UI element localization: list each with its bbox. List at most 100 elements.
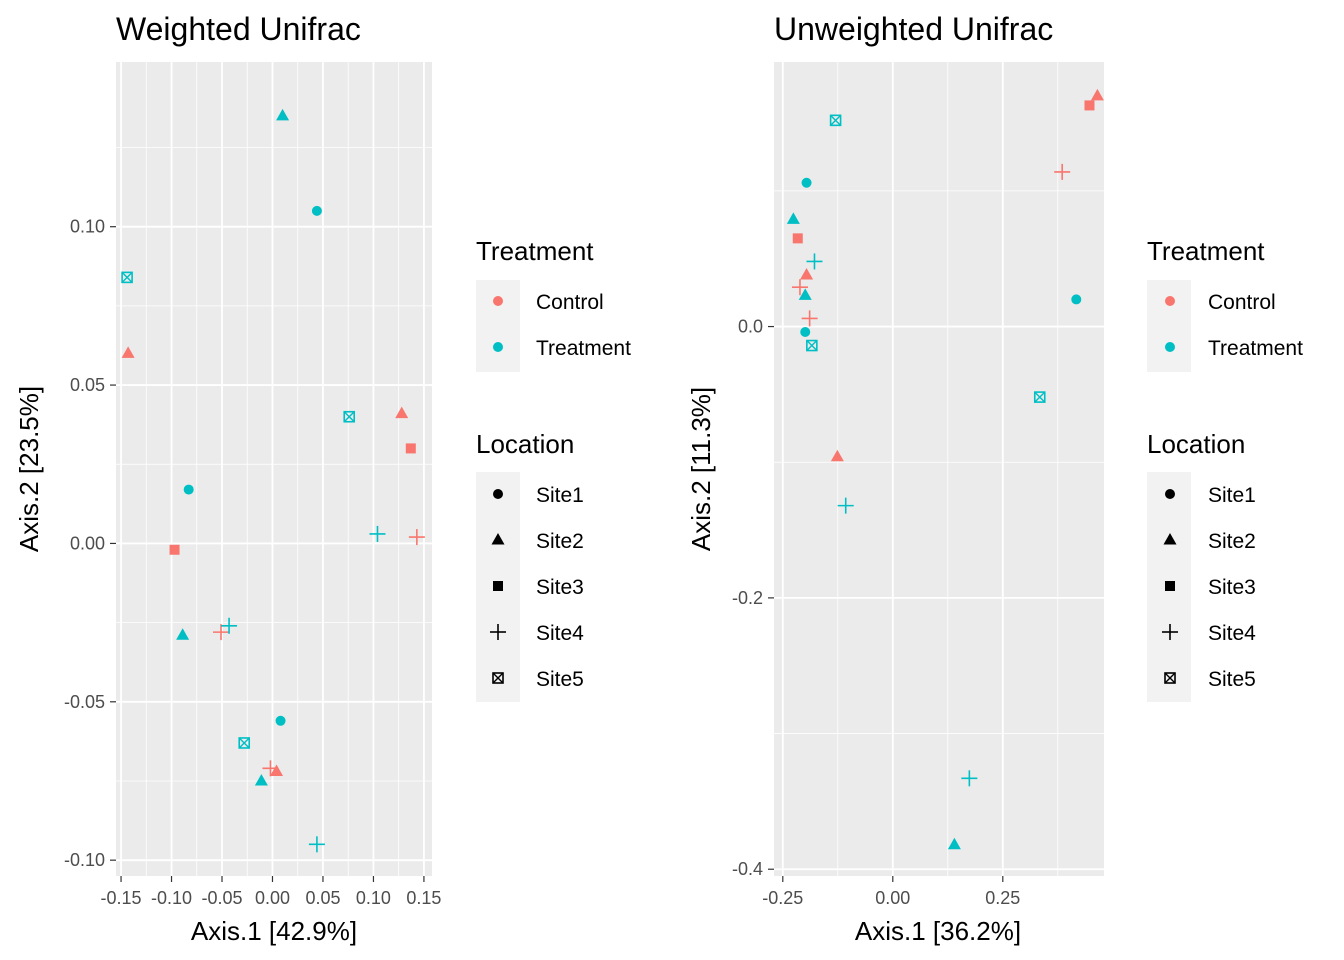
legend-label: Treatment xyxy=(1208,337,1303,360)
data-point xyxy=(238,737,251,749)
unweighted-unifrac-chart: Unweighted Unifrac -0.25 0.00 0.25-0.4-0.2… xyxy=(686,11,1303,946)
legend-title: Treatment xyxy=(1147,236,1265,266)
legend-key-site4 xyxy=(490,624,506,640)
legend-key-site1 xyxy=(1165,489,1175,499)
data-point xyxy=(270,764,284,776)
legend-key-site4 xyxy=(1162,624,1178,640)
data-point xyxy=(212,624,229,641)
data-point xyxy=(800,267,814,280)
data-point xyxy=(343,410,356,423)
legend-shapes xyxy=(490,489,506,684)
data-point xyxy=(830,449,844,462)
data-point xyxy=(792,233,803,244)
legend-label: Site3 xyxy=(536,576,584,599)
location-legend: Location Site1 Site2 Site3 Site4 Site5 xyxy=(476,429,584,702)
plot-panel xyxy=(116,62,432,876)
data-point xyxy=(121,271,133,284)
data-point xyxy=(806,253,823,270)
data-point xyxy=(1071,294,1082,305)
data-point xyxy=(1054,163,1071,180)
data-points xyxy=(786,88,1104,850)
y-tick-label: 0.0 xyxy=(738,317,763,337)
y-tick-label: 0.10 xyxy=(70,217,105,237)
data-point xyxy=(1084,100,1095,111)
grid-lines xyxy=(116,62,432,876)
data-point xyxy=(408,529,425,546)
data-point xyxy=(798,288,812,300)
data-point xyxy=(800,326,811,337)
y-tick-label: -0.4 xyxy=(732,859,763,879)
legend-key-bg xyxy=(476,280,520,372)
legend-label: Site5 xyxy=(536,668,584,691)
y-axis-label: Axis.2 [23.5%] xyxy=(14,386,44,552)
data-point xyxy=(801,177,812,188)
chart-title: Weighted Unifrac xyxy=(116,11,361,47)
x-tick-label: -0.25 xyxy=(762,888,803,908)
legend-label: Site1 xyxy=(536,484,584,507)
legend-title: Location xyxy=(476,429,574,459)
legend-label: Control xyxy=(1208,291,1276,314)
treatment-legend: Treatment Control Treatment xyxy=(476,236,631,372)
y-tick-label: 0.05 xyxy=(70,375,105,395)
x-tick-label: 0.10 xyxy=(356,888,391,908)
data-point xyxy=(829,114,842,127)
y-tick-label: -0.2 xyxy=(732,588,763,608)
legend-label: Site1 xyxy=(1208,484,1256,507)
axis-ticks: -0.25 0.00 0.25 -0.4 -0.2 0.0 xyxy=(732,317,1020,908)
legend-label: Site3 xyxy=(1208,576,1256,599)
data-point xyxy=(791,279,808,296)
y-tick-label: -0.05 xyxy=(64,692,105,712)
legend-label: Site4 xyxy=(1208,622,1256,645)
data-points xyxy=(121,108,425,853)
location-legend: Location Site1 Site2 Site3 Site4 Site5 xyxy=(1147,429,1256,702)
legend-title: Location xyxy=(1147,429,1245,459)
data-point xyxy=(276,108,290,121)
data-point xyxy=(1090,88,1104,101)
legend-label: Site4 xyxy=(536,622,584,645)
data-point xyxy=(275,715,286,726)
x-tick-label: 0.15 xyxy=(406,888,441,908)
grid-lines xyxy=(774,62,1104,876)
legend-key-treatment xyxy=(1165,342,1175,352)
chart-title: Unweighted Unifrac xyxy=(774,11,1053,47)
x-tick-label: -0.10 xyxy=(151,888,192,908)
data-point xyxy=(395,406,409,419)
data-point xyxy=(961,770,978,787)
legend-label: Control xyxy=(536,291,604,314)
legend-key-site2 xyxy=(491,533,505,545)
data-point xyxy=(221,617,238,634)
y-tick-label: -0.10 xyxy=(64,850,105,870)
legend-shapes xyxy=(1162,489,1178,684)
y-axis-label: Axis.2 [11.3%] xyxy=(686,387,716,551)
data-point xyxy=(806,339,818,352)
weighted-unifrac-chart: Weighted Unifrac -0.15 -0.10 -0.05 0.00 0.05… xyxy=(14,11,631,946)
legend-key-control xyxy=(493,296,503,306)
data-point xyxy=(308,836,325,853)
data-point xyxy=(405,443,416,454)
legend-key-site5 xyxy=(492,672,504,684)
legend-key-bg xyxy=(1147,280,1191,372)
legend-key-site5 xyxy=(1164,672,1176,684)
legend-label: Site2 xyxy=(1208,530,1256,553)
x-tick-label: -0.15 xyxy=(101,888,142,908)
data-point xyxy=(947,837,961,850)
legend-label: Site2 xyxy=(536,530,584,553)
plot-panel xyxy=(774,62,1104,876)
data-point xyxy=(837,497,854,514)
axis-ticks: -0.15 -0.10 -0.05 0.00 0.05 0.10 0.15 -0.10 -0.0… xyxy=(64,217,441,908)
data-point xyxy=(311,205,322,216)
data-point xyxy=(176,628,190,640)
data-point xyxy=(183,484,194,495)
legend-key-treatment xyxy=(493,342,503,352)
x-tick-label: -0.05 xyxy=(201,888,242,908)
data-point xyxy=(801,310,818,327)
data-point xyxy=(121,346,135,358)
legend-label: Treatment xyxy=(536,337,631,360)
legend-key-site2 xyxy=(1163,533,1177,545)
data-point xyxy=(1033,391,1046,403)
data-point xyxy=(369,525,386,542)
data-point xyxy=(169,544,180,555)
legend-key-site3 xyxy=(1165,581,1175,591)
legend-key-site1 xyxy=(493,489,503,499)
